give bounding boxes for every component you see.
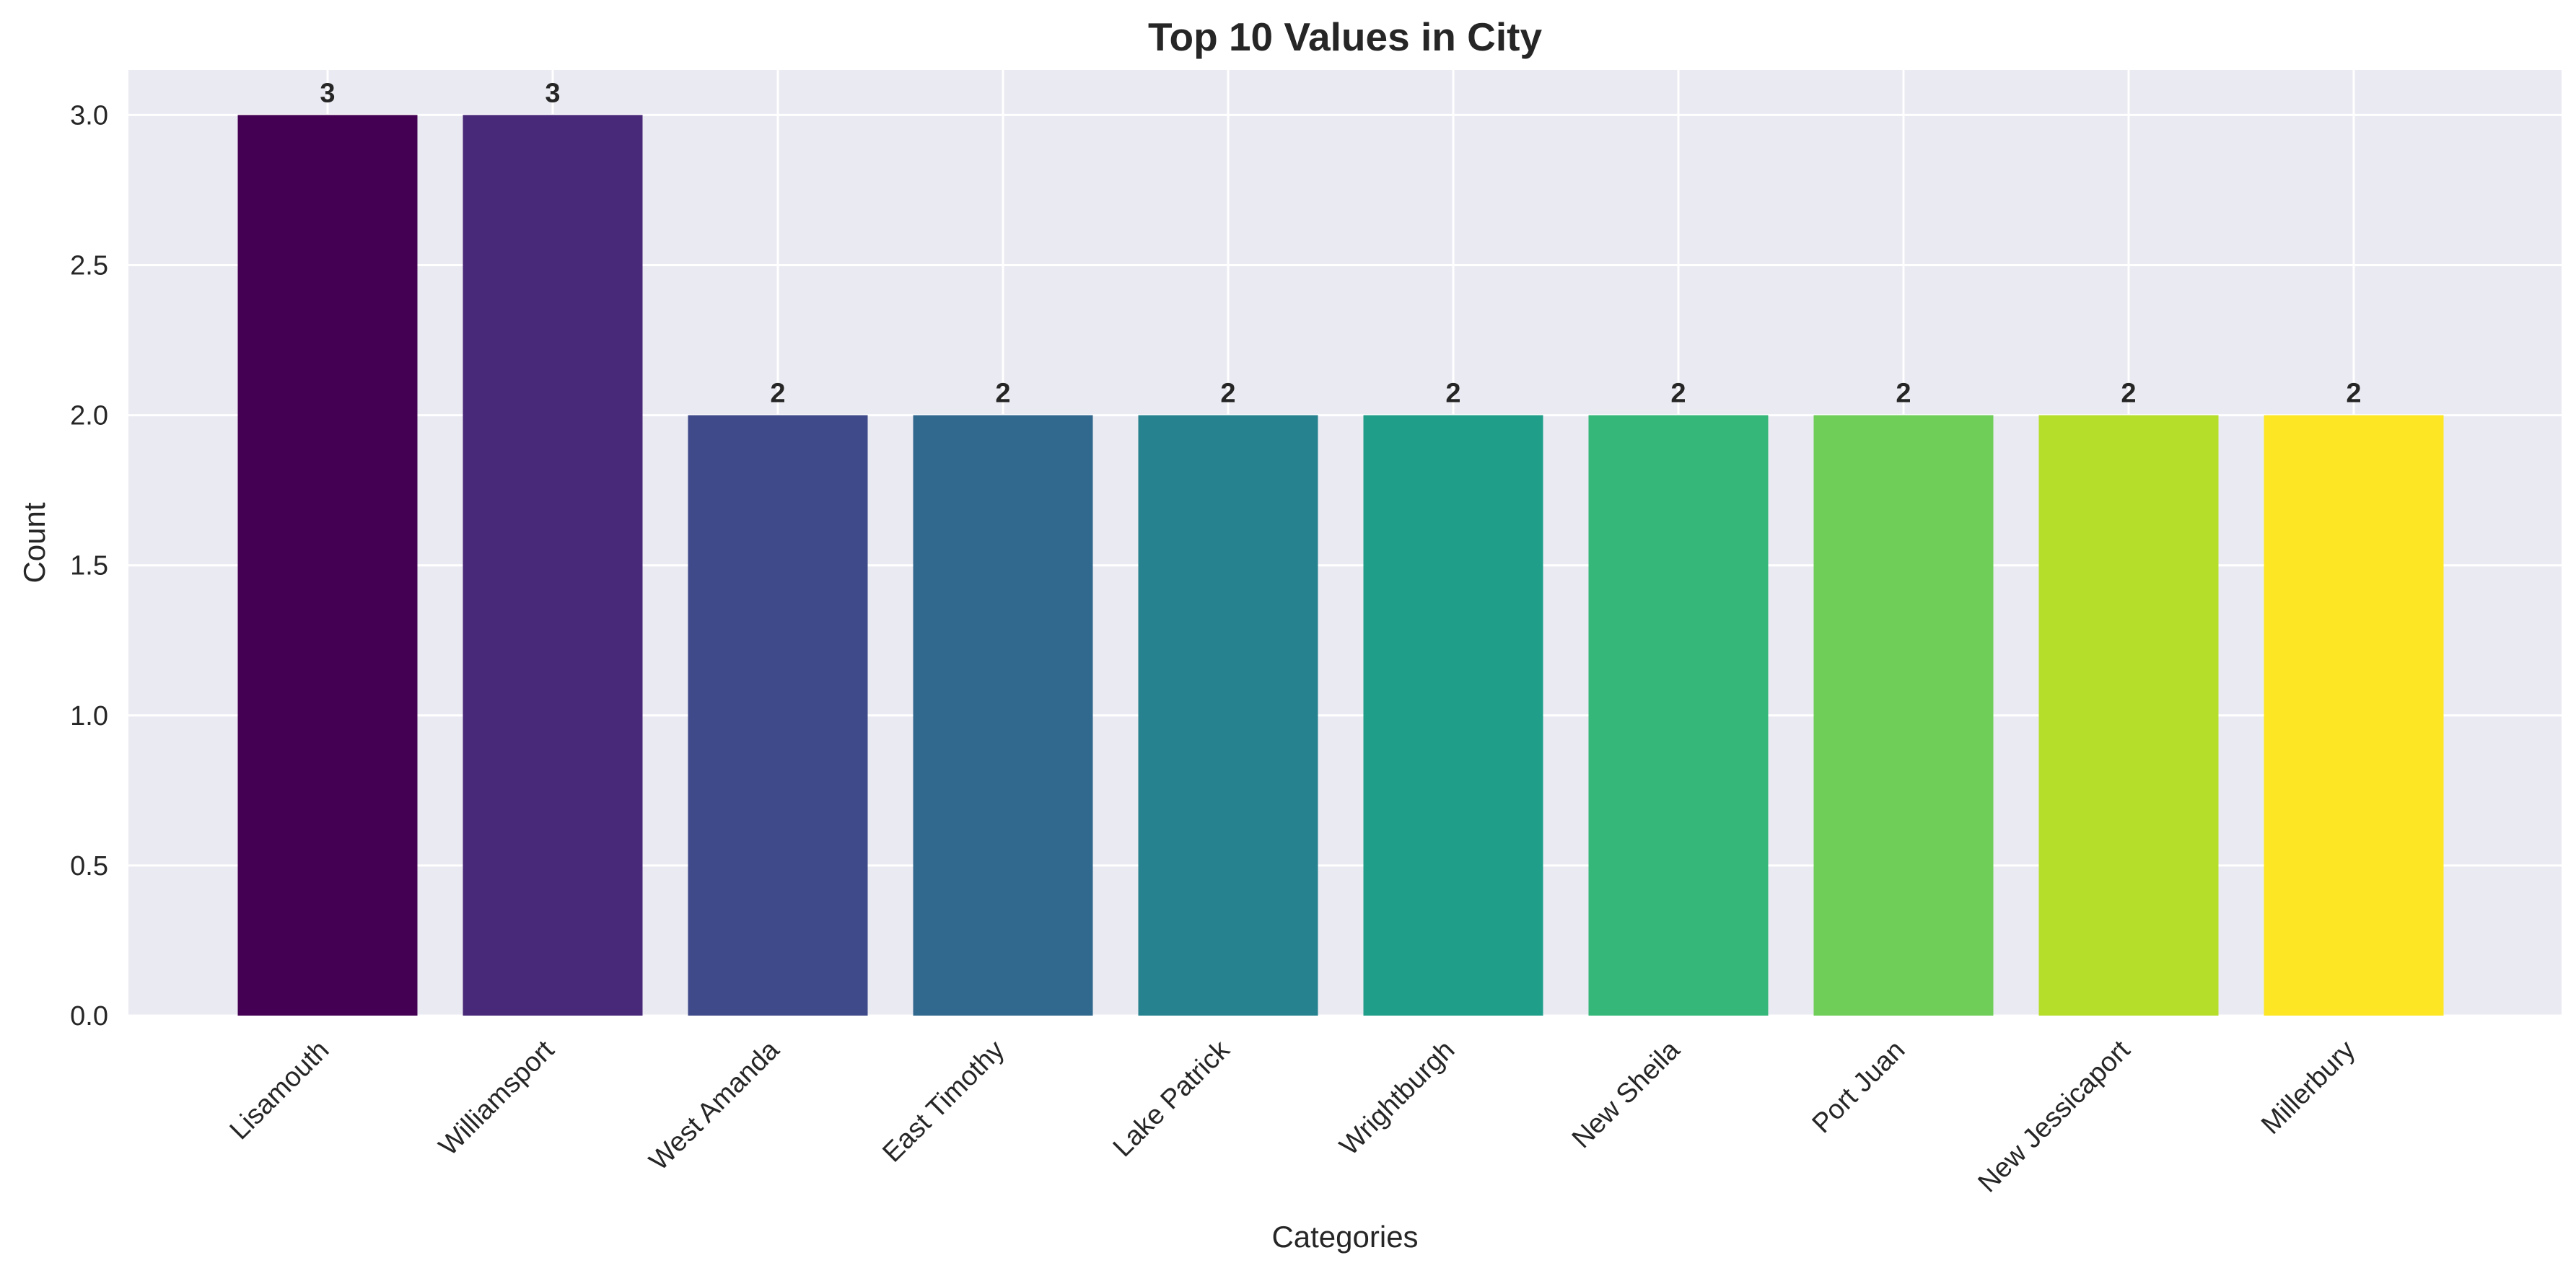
x-axis-ticks: Lisamouth Williamsport West Amanda East Tim… <box>224 1034 2362 1199</box>
x-tick-label: Lake Patrick <box>1108 1034 1236 1163</box>
bars <box>237 115 2444 1016</box>
data-label: 3 <box>545 78 560 108</box>
x-tick-label: New Sheila <box>1567 1034 1686 1154</box>
data-label: 2 <box>1670 379 1686 409</box>
y-tick-label: 0.5 <box>70 851 108 881</box>
data-label: 2 <box>995 379 1010 409</box>
bar-new-sheila <box>1588 415 1769 1016</box>
bar-lisamouth <box>237 115 418 1016</box>
bar-new-jessicaport <box>2038 415 2219 1016</box>
chart-title: Top 10 Values in City <box>1148 14 1542 59</box>
y-axis-label: Count <box>17 502 51 583</box>
y-tick-label: 3.0 <box>70 100 108 131</box>
data-label: 2 <box>1445 379 1460 409</box>
y-tick-label: 2.5 <box>70 251 108 281</box>
y-tick-label: 1.0 <box>70 701 108 731</box>
data-label: 2 <box>2121 379 2136 409</box>
bar-wrightburgh <box>1363 415 1543 1016</box>
y-axis-ticks: 0.0 0.5 1.0 1.5 2.0 2.5 3.0 <box>70 100 108 1031</box>
bar-port-juan <box>1813 415 1994 1016</box>
x-tick-label: Lisamouth <box>224 1035 336 1146</box>
data-label: 2 <box>1896 379 1911 409</box>
x-tick-label: Wrightburgh <box>1334 1035 1461 1162</box>
data-label: 2 <box>1220 379 1235 409</box>
data-labels: 3 3 2 2 2 2 2 2 2 2 <box>320 78 2361 408</box>
bar-lake-patrick <box>1138 415 1318 1016</box>
y-tick-label: 2.0 <box>70 401 108 431</box>
y-tick-label: 0.0 <box>70 1001 108 1031</box>
y-tick-label: 1.5 <box>70 551 108 581</box>
data-label: 2 <box>770 379 785 409</box>
x-tick-label: Port Juan <box>1807 1035 1911 1140</box>
x-tick-label: East Timothy <box>877 1035 1010 1169</box>
data-label: 2 <box>2346 379 2361 409</box>
x-tick-label: West Amanda <box>644 1034 786 1176</box>
bar-williamsport <box>463 115 643 1016</box>
bar-east-timothy <box>913 415 1093 1016</box>
bar-millerbury <box>2264 415 2444 1016</box>
x-axis-label: Categories <box>1271 1220 1418 1254</box>
x-tick-label: Millerbury <box>2256 1035 2361 1140</box>
bar-west-amanda <box>688 415 868 1016</box>
x-tick-label: Williamsport <box>433 1034 560 1161</box>
x-tick-label: New Jessicaport <box>1973 1034 2137 1198</box>
data-label: 3 <box>320 78 335 108</box>
